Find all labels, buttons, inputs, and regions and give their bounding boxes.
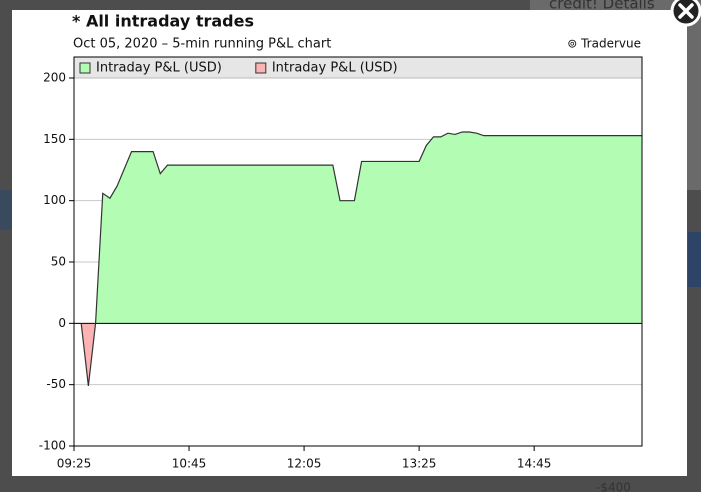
legend-swatch bbox=[255, 62, 267, 74]
pnl-line bbox=[80, 131, 642, 386]
background-band bbox=[688, 232, 701, 287]
background-band bbox=[0, 190, 12, 230]
source: ⊚ Tradervue bbox=[567, 37, 641, 51]
chart-subtitle: Oct 05, 2020 – 5-min running P&L chart bbox=[73, 37, 331, 52]
x-tick-label: 13:25 bbox=[402, 457, 437, 471]
y-tick-label: 0 bbox=[58, 316, 66, 330]
legend-label: Intraday P&L (USD) bbox=[272, 61, 398, 76]
x-tick-label: 10:45 bbox=[172, 457, 207, 471]
legend-label: Intraday P&L (USD) bbox=[96, 61, 222, 76]
background-text: -$400 bbox=[596, 481, 631, 492]
chart-title: * All intraday trades bbox=[72, 12, 254, 31]
plot-frame bbox=[73, 56, 643, 447]
legend-swatch bbox=[79, 62, 91, 74]
y-tick-label: 50 bbox=[51, 255, 66, 269]
chart: -100 -50 0 50 100 150 200 09:25 10:45 12:05 13:25 1… bbox=[39, 56, 643, 471]
y-tick-label: -50 bbox=[46, 377, 66, 391]
y-tick-label: 200 bbox=[43, 71, 66, 85]
x-tick-label: 14:45 bbox=[517, 457, 552, 471]
background-text: credit! Details bbox=[549, 0, 655, 13]
y-tick-label: -100 bbox=[39, 439, 66, 453]
x-tick-label: 09:25 bbox=[57, 457, 92, 471]
y-tick-label: 100 bbox=[43, 193, 66, 207]
close-button[interactable] bbox=[670, 0, 701, 27]
close-icon[interactable] bbox=[678, 3, 694, 19]
y-tick-label: 150 bbox=[43, 132, 66, 146]
x-tick-label: 12:05 bbox=[287, 457, 322, 471]
area-positive bbox=[81, 131, 642, 324]
